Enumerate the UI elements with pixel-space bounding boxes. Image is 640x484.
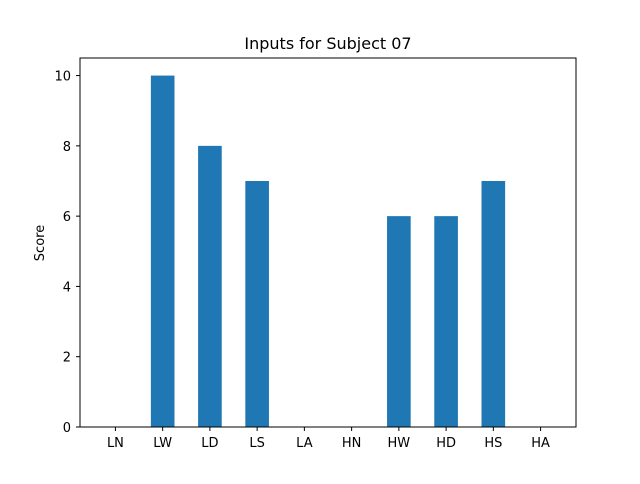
y-tick-label: 6 [63,210,71,225]
y-tick-label: 8 [63,140,71,155]
x-axis-ticks: LN LW LD LS LA HN HW HD HS HA [107,427,550,451]
x-tick-label: LW [153,436,172,451]
x-tick-label: LS [249,436,265,451]
bar-ls [245,181,269,427]
bar-ld [198,145,222,428]
x-tick-label: HN [342,436,362,451]
bar-hd [434,216,458,427]
x-tick-label: HS [484,436,502,451]
y-tick-label: 0 [63,421,71,436]
y-tick-label: 4 [63,280,71,295]
x-tick-label: LN [107,436,124,451]
x-tick-label: HA [531,436,550,451]
plot-frame [79,57,577,428]
bar-series [150,75,506,428]
y-axis-label: Score [33,225,48,261]
chart-title: Inputs for Subject 07 [244,34,411,53]
y-tick-label: 10 [54,70,71,85]
bar-hs [481,181,506,427]
bar-hw [387,216,411,427]
x-tick-label: HW [388,436,411,451]
y-axis-ticks: 0 2 4 6 8 10 [54,70,80,436]
x-tick-label: LD [201,436,218,451]
y-tick-label: 2 [63,351,71,366]
x-tick-label: LA [296,436,313,451]
x-tick-label: HD [436,436,456,451]
bar-lw [150,75,175,427]
